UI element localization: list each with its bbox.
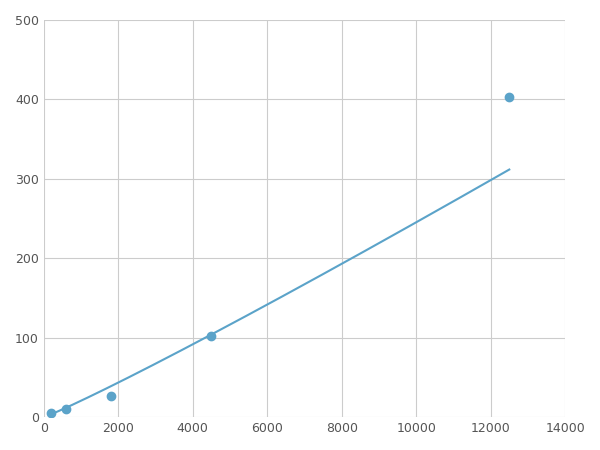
Point	[47, 410, 56, 417]
Point	[106, 392, 116, 399]
Point	[61, 405, 71, 413]
Point	[505, 94, 514, 101]
Point	[206, 333, 216, 340]
